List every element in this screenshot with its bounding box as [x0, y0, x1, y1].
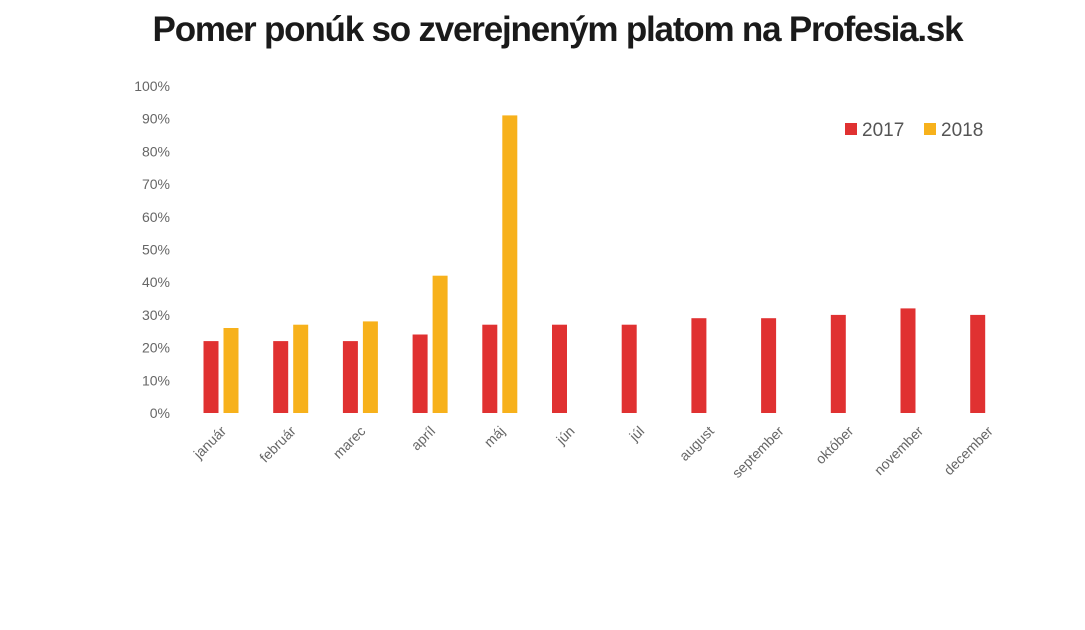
x-tick-label: január — [190, 423, 230, 463]
bar-2017-november — [900, 308, 916, 413]
legend-label-2017: 2017 — [862, 120, 904, 141]
bar-2017-december — [970, 314, 986, 413]
y-tick-label: 20% — [142, 340, 170, 356]
bar-2017-apríl — [412, 334, 428, 413]
y-tick-label: 80% — [142, 143, 170, 159]
bar-2018-apríl — [432, 275, 448, 413]
y-tick-label: 70% — [142, 176, 170, 192]
bar-2017-marec — [342, 341, 358, 413]
bar-2017-september — [761, 318, 777, 413]
bar-2017-február — [273, 341, 289, 413]
bar-2017-október — [830, 314, 846, 413]
bars — [203, 115, 986, 414]
bar-2018-máj — [502, 115, 518, 414]
y-tick-label: 60% — [142, 209, 170, 225]
bar-2018-marec — [362, 321, 378, 413]
bar-2017-máj — [482, 324, 498, 413]
chart-title: Pomer ponúk so zverejneným platom na Pro… — [152, 10, 964, 49]
x-tick-label: február — [256, 423, 299, 466]
bar-2018-január — [223, 328, 239, 413]
legend-swatch-2018 — [924, 123, 936, 135]
y-tick-label: 100% — [134, 78, 170, 94]
y-tick-label: 50% — [142, 242, 170, 258]
y-tick-label: 0% — [150, 405, 170, 421]
y-tick-label: 40% — [142, 274, 170, 290]
x-tick-label: jún — [552, 423, 577, 448]
x-tick-label: apríl — [408, 423, 439, 454]
bar-2017-jún — [552, 324, 567, 413]
x-tick-label: december — [940, 423, 996, 479]
x-tick-label: september — [729, 423, 787, 481]
x-tick-label: august — [676, 423, 717, 464]
x-tick-label: máj — [481, 423, 508, 450]
x-tick-label: júl — [625, 423, 647, 445]
legend-label-2018: 2018 — [941, 120, 983, 141]
y-tick-label: 30% — [142, 307, 170, 323]
x-tick-label: október — [812, 423, 857, 468]
bar-2017-august — [691, 318, 707, 413]
y-axis-ticks: 0% 10% 20% 30% 40% 50% 60% 70% 80% 90% 100% — [134, 78, 170, 421]
x-tick-label: marec — [330, 423, 369, 462]
bar-2018-február — [293, 324, 309, 413]
bar-2017-júl — [621, 324, 637, 413]
bar-2017-január — [203, 341, 219, 413]
x-axis-labels: január február marec apríl máj jún júl august se… — [190, 423, 996, 481]
y-tick-label: 10% — [142, 372, 170, 388]
y-tick-label: 90% — [142, 111, 170, 127]
legend: 2017 2018 — [845, 120, 983, 141]
x-tick-label: november — [871, 423, 927, 479]
legend-swatch-2017 — [845, 123, 857, 135]
